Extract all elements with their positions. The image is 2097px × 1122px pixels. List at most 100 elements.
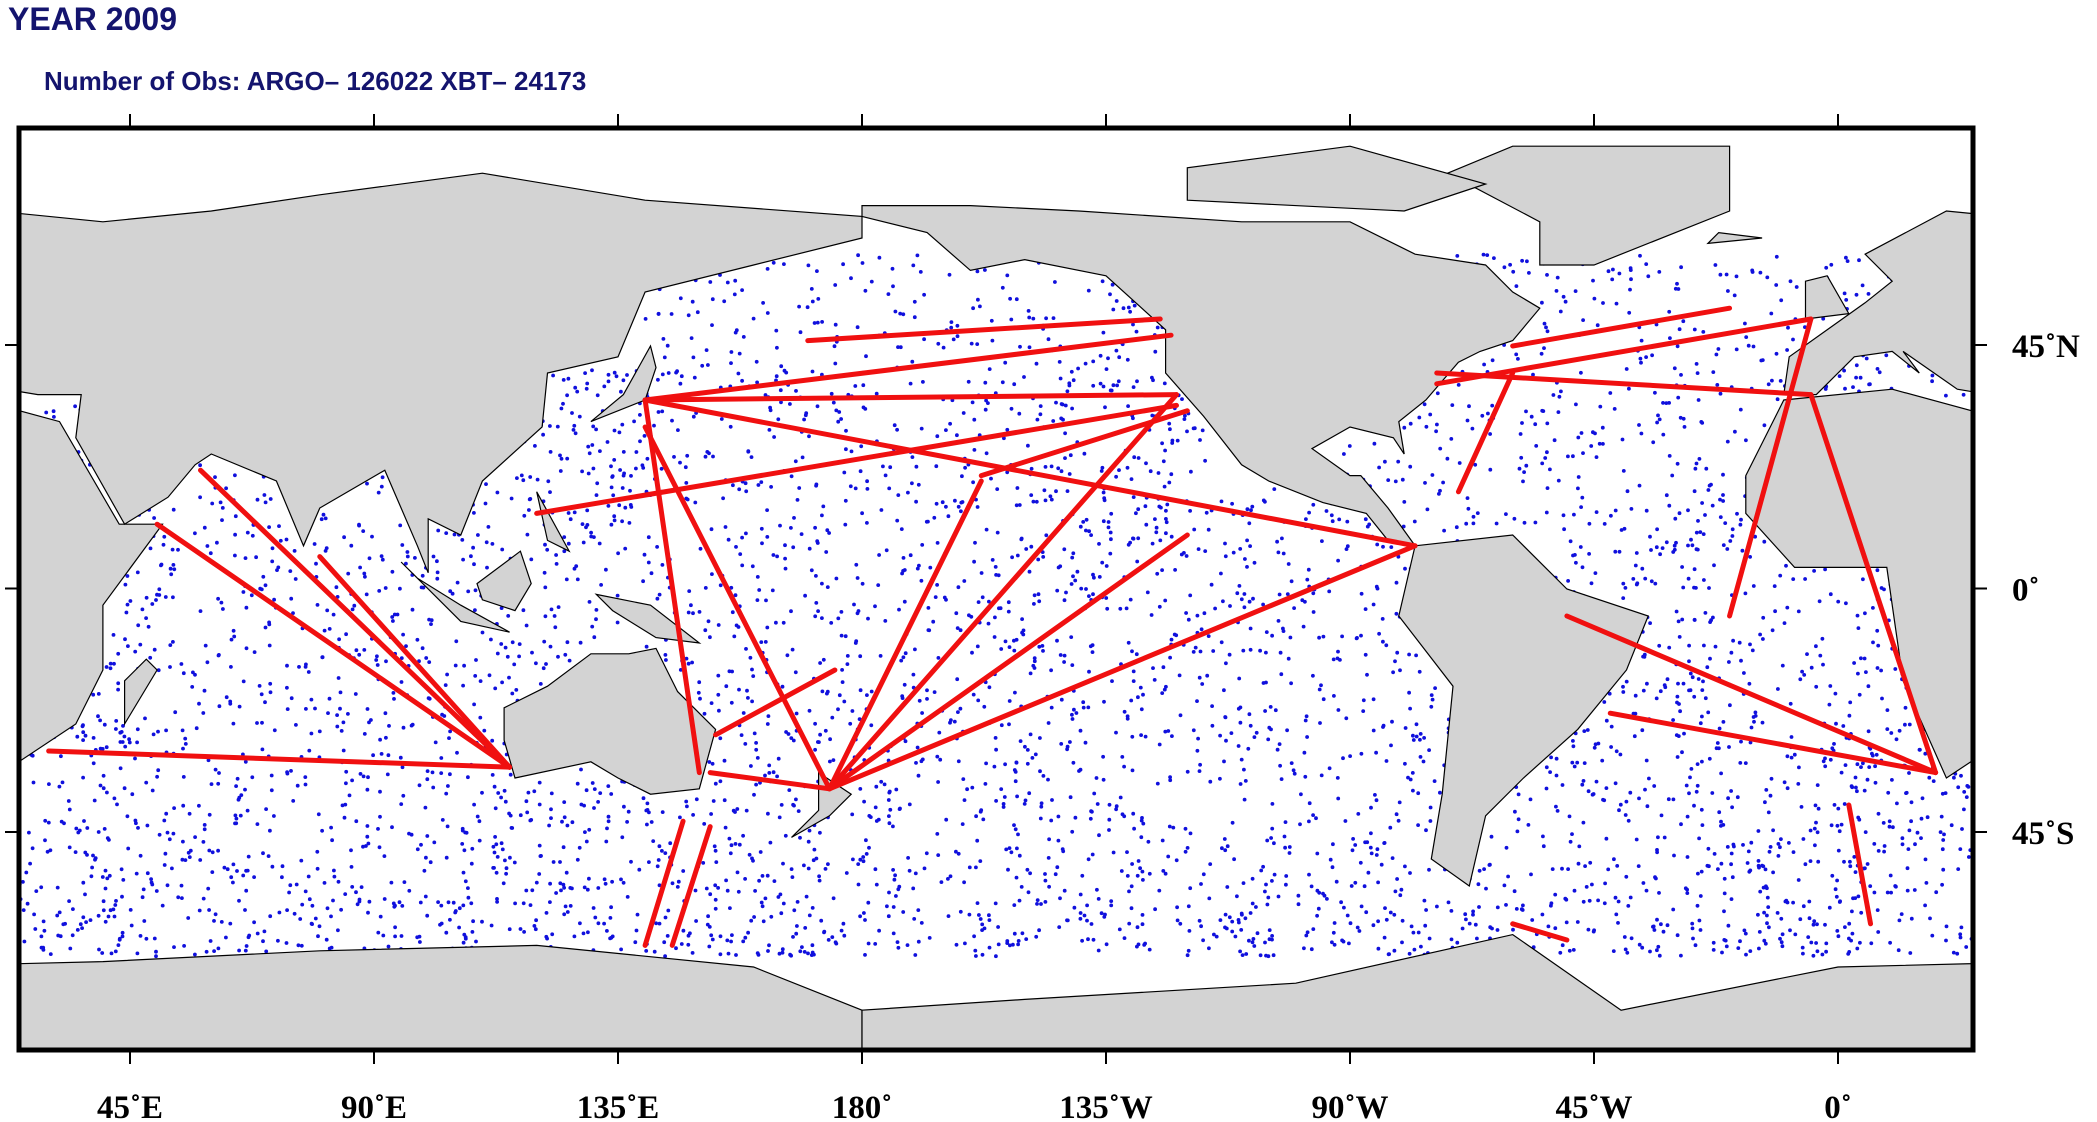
argo-dot <box>1218 776 1222 781</box>
argo-dot <box>663 653 668 657</box>
argo-dot <box>1964 795 1969 799</box>
argo-dot <box>1057 925 1062 929</box>
argo-dot <box>1653 581 1658 586</box>
argo-dot <box>958 628 963 633</box>
argo-dot <box>1347 444 1352 448</box>
argo-dot <box>135 740 140 745</box>
argo-dot <box>1694 362 1699 366</box>
argo-dot <box>1092 575 1096 580</box>
argo-dot <box>1076 366 1080 371</box>
argo-dot <box>1762 423 1767 428</box>
argo-dot <box>264 949 269 954</box>
argo-dot <box>125 602 130 607</box>
argo-dot <box>987 367 992 371</box>
argo-dot <box>514 688 519 692</box>
argo-dot <box>642 552 647 557</box>
argo-dot <box>1336 649 1340 654</box>
argo-dot <box>910 455 915 459</box>
subtitle: Number of Obs: ARGO– 126022 XBT– 24173 <box>44 66 586 96</box>
argo-dot <box>164 811 169 816</box>
argo-dot <box>698 546 703 551</box>
argo-dot <box>105 876 110 881</box>
argo-dot <box>397 900 402 905</box>
argo-dot <box>962 880 966 885</box>
argo-dot <box>1647 776 1651 781</box>
argo-dot <box>350 778 354 783</box>
argo-dot <box>421 585 426 590</box>
argo-dot <box>1287 851 1292 855</box>
argo-dot <box>754 747 759 752</box>
argo-dot <box>675 885 680 889</box>
argo-dot <box>101 908 106 913</box>
argo-dot <box>1771 870 1775 875</box>
argo-dot <box>690 299 695 304</box>
argo-dot <box>1427 936 1432 941</box>
argo-dot <box>559 456 564 461</box>
argo-dot <box>1828 757 1833 762</box>
argo-dot <box>1247 521 1252 526</box>
argo-dot <box>1005 470 1010 475</box>
argo-dot <box>1219 640 1224 645</box>
argo-dot <box>1345 544 1350 549</box>
argo-dot <box>1361 709 1366 713</box>
argo-dot <box>800 455 805 460</box>
argo-dot <box>1858 940 1862 945</box>
argo-dot <box>645 801 650 806</box>
argo-dot <box>32 912 36 917</box>
argo-dot <box>1080 938 1084 943</box>
argo-dot <box>284 537 289 542</box>
argo-dot <box>1188 831 1193 836</box>
argo-dot <box>1924 881 1929 885</box>
argo-dot <box>1762 938 1767 943</box>
argo-dot <box>777 951 782 956</box>
argo-dot <box>1833 887 1838 892</box>
argo-dot <box>500 680 504 685</box>
argo-dot <box>133 649 138 654</box>
argo-dot <box>499 606 504 610</box>
argo-dot <box>591 906 596 910</box>
argo-dot <box>740 563 745 568</box>
argo-dot <box>1696 519 1700 523</box>
argo-dot <box>1655 527 1659 532</box>
argo-dot <box>934 464 939 469</box>
argo-dot <box>1672 547 1677 552</box>
argo-dot <box>1741 843 1745 847</box>
argo-dot <box>1303 718 1308 723</box>
argo-dot <box>1434 429 1438 434</box>
argo-dot <box>559 406 564 411</box>
argo-dot <box>1055 638 1059 643</box>
argo-dot <box>1040 644 1045 648</box>
argo-dot <box>759 480 764 484</box>
argo-dot <box>349 848 353 853</box>
argo-dot <box>78 922 83 927</box>
argo-dot <box>954 942 959 947</box>
argo-dot <box>420 573 425 578</box>
argo-dot <box>241 679 246 684</box>
argo-dot <box>825 528 830 533</box>
argo-dot <box>1617 549 1622 554</box>
argo-dot <box>1621 596 1626 600</box>
argo-dot <box>584 788 589 793</box>
argo-dot <box>1703 611 1708 615</box>
argo-dot <box>818 732 822 737</box>
argo-dot <box>1063 431 1067 436</box>
argo-dot <box>1281 626 1285 631</box>
argo-dot <box>1471 514 1476 519</box>
argo-dot <box>1725 439 1730 444</box>
argo-dot <box>622 804 626 809</box>
argo-dot <box>1096 948 1101 953</box>
argo-dot <box>1540 300 1544 305</box>
argo-dot <box>584 386 589 391</box>
argo-dot <box>452 532 457 537</box>
argo-dot <box>856 253 860 258</box>
argo-dot <box>1699 807 1704 812</box>
argo-dot <box>1739 517 1743 522</box>
argo-dot <box>1847 713 1852 718</box>
argo-dot <box>1446 900 1451 905</box>
argo-dot <box>1449 909 1454 913</box>
argo-dot <box>596 921 601 926</box>
argo-dot <box>217 704 222 709</box>
argo-dot <box>243 948 248 953</box>
argo-dot <box>120 934 125 939</box>
argo-dot <box>1701 532 1706 536</box>
